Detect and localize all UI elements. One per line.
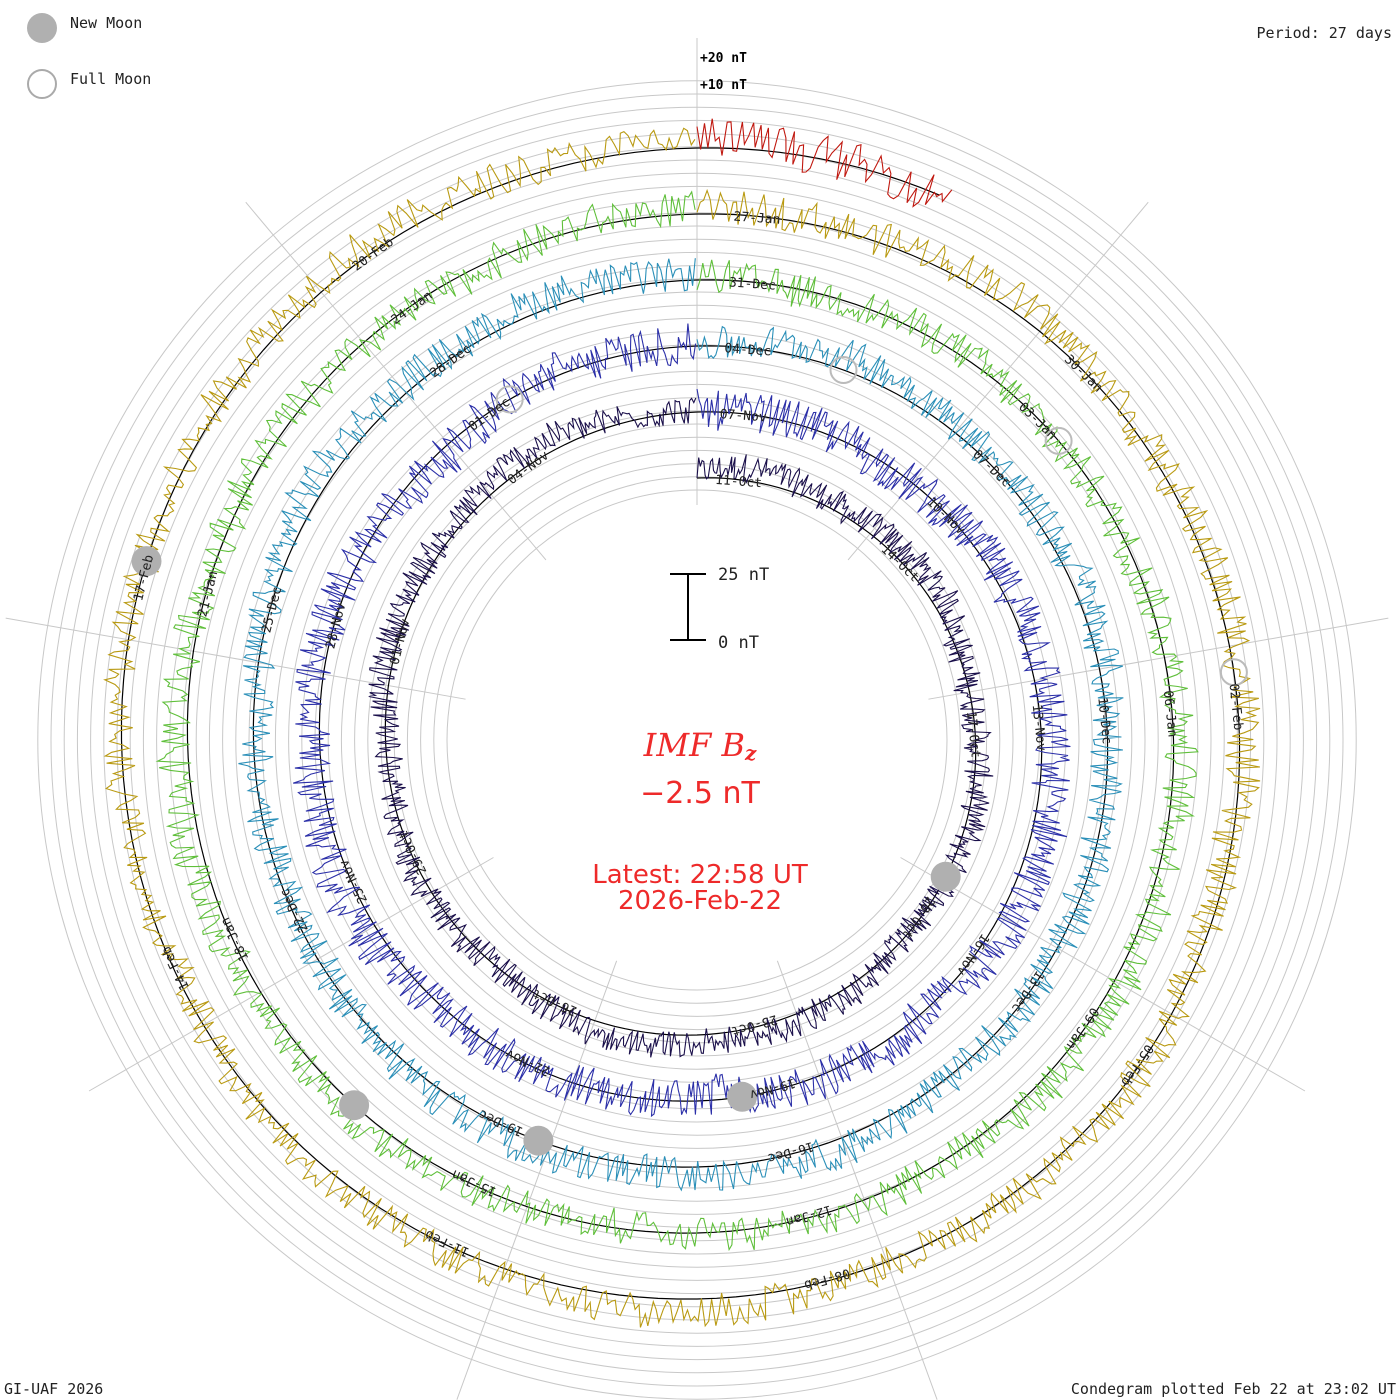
date-label: 07-Nov <box>719 407 767 425</box>
date-label: 06-Jan <box>1160 690 1180 738</box>
date-label: 20-Feb <box>350 235 397 275</box>
plotted-note: Condegram plotted Feb 22 at 23:02 UT <box>1070 1380 1396 1398</box>
new-moon-legend-icon <box>27 13 57 43</box>
date-label: 01-Nov <box>387 617 413 666</box>
scale-bar-bottom-label: 0 nT <box>718 633 759 653</box>
date-label: 11-Oct <box>715 473 763 491</box>
new-moon-marker <box>523 1125 554 1156</box>
date-label: 09-Jan <box>1063 1004 1102 1051</box>
legend-full-moon-label: Full Moon <box>70 70 152 88</box>
current-value: −2.5 nT <box>640 776 760 811</box>
day-spoke <box>456 960 618 1400</box>
new-moon-marker <box>727 1081 758 1112</box>
bz-trace-rotation-4 <box>103 127 1261 1328</box>
full-moon-marker <box>1219 658 1248 687</box>
day-spoke <box>776 960 938 1400</box>
new-moon-marker <box>131 546 162 577</box>
bz-trace-rotation-2 <box>238 258 1124 1192</box>
date-label: 08-Feb <box>802 1265 851 1292</box>
credit-label: GI-UAF 2026 <box>4 1380 104 1398</box>
bz-traces <box>103 118 1261 1328</box>
bz-trace-rotation-1 <box>293 323 1071 1118</box>
day-spoke <box>900 857 1306 1092</box>
date-label: 12-Jan <box>784 1201 833 1228</box>
day-spoke <box>847 201 1149 561</box>
date-label: 27-Jan <box>733 210 781 228</box>
date-label: 13-Dec <box>1008 967 1047 1014</box>
bz-trace-rotation-0 <box>368 397 994 1058</box>
ring-scale-label-10: +10 nT <box>700 78 747 93</box>
day-spokes <box>5 38 1389 1400</box>
zero-baseline <box>120 147 1241 1300</box>
date-label: 04-Dec <box>724 341 772 359</box>
full-moon-marker <box>1044 426 1073 455</box>
day-spoke <box>88 857 494 1092</box>
date-label: 17-Oct <box>963 710 983 758</box>
moon-markers <box>131 356 1248 1156</box>
date-label: 31-Dec <box>728 275 776 293</box>
chart-title-subscript: z <box>744 741 757 766</box>
date-label: 13-Nov <box>1029 704 1049 752</box>
full-moon-legend-icon <box>27 69 57 99</box>
ring-scale-label-20: +20 nT <box>700 51 747 66</box>
new-moon-marker <box>930 861 961 892</box>
chart-title-main: IMF B <box>643 726 745 764</box>
date-label: 24-Jan <box>389 288 436 328</box>
latest-time: Latest: 22:58 UT <box>592 860 808 890</box>
date-label: 10-Nov <box>924 495 968 539</box>
date-label: 19-Nov <box>748 1075 797 1102</box>
legend-new-moon-label: New Moon <box>70 14 143 32</box>
date-label: 20-Oct <box>899 894 938 941</box>
zero-baseline <box>697 147 940 196</box>
bz-trace-rotation-5 <box>696 118 953 208</box>
period-label: Period: 27 days <box>1256 24 1392 42</box>
date-label: 11-Feb <box>423 1226 472 1259</box>
date-label: 16-Nov <box>953 931 992 978</box>
date-label: 10-Dec <box>1094 697 1114 745</box>
day-spoke <box>928 617 1389 700</box>
new-moon-marker <box>339 1090 370 1121</box>
full-moon-marker <box>495 385 524 414</box>
scale-bar-top-label: 25 nT <box>718 565 769 585</box>
full-moon-marker <box>829 356 858 384</box>
bz-trace-rotation-3 <box>155 190 1199 1252</box>
scale-bar: 25 nT 0 nT <box>670 565 769 653</box>
chart-title: IMF Bz <box>560 726 840 765</box>
day-spoke <box>245 201 547 561</box>
latest-date: 2026-Feb-22 <box>617 886 783 916</box>
date-label: 02-Feb <box>1226 683 1246 731</box>
